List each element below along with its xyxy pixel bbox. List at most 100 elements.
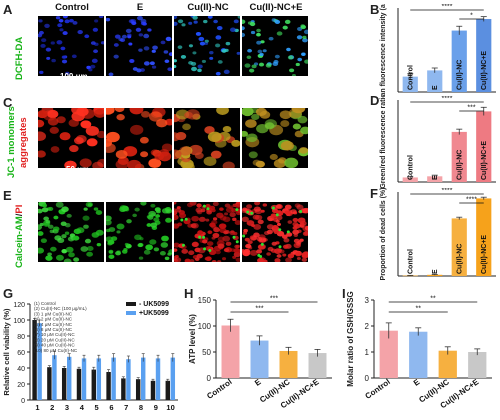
y-tick-label: 100	[198, 322, 212, 331]
bar-minus-9	[150, 380, 156, 400]
panel-letter-a: A	[3, 2, 13, 17]
x-tick-label: 4	[80, 403, 85, 412]
bar-minus-1	[32, 320, 37, 400]
bar-plus-8	[141, 357, 146, 400]
condition-list-item: (2) Cu(II)-NC (100 μg/mL)	[34, 306, 87, 311]
bar-3	[451, 218, 467, 276]
condition-list-item: (9) 40 μM Cu(II)-NC	[34, 343, 75, 348]
significance-label: *	[470, 13, 473, 20]
bar-4	[468, 352, 487, 378]
micrograph-dcfh-2	[106, 16, 172, 76]
bar-plus-9	[155, 358, 161, 400]
micrograph-jc1-2	[106, 108, 172, 168]
y-axis-label: Molar ratio of GSH/GSSG	[346, 291, 355, 387]
x-tick-label: Cu(II)-NC+E	[481, 235, 488, 274]
micrograph-jc1-1	[38, 108, 104, 168]
scale-bar-a	[78, 83, 102, 85]
bar-plus-6	[111, 357, 116, 400]
y-axis-label: ATP level (%)	[188, 314, 197, 364]
x-tick-label: Control	[407, 155, 414, 180]
bar-plus-3	[67, 356, 72, 400]
bar-3	[279, 350, 298, 378]
bar-1	[221, 325, 240, 378]
bar-minus-10	[165, 380, 170, 400]
x-tick-label: E	[253, 377, 263, 388]
bar-1	[402, 177, 418, 182]
panel-letter-b: B	[370, 2, 380, 17]
y-tick-label: 50	[202, 348, 211, 357]
x-tick-label: E	[432, 85, 439, 90]
x-tick-label: 1	[35, 403, 39, 412]
significance-label: ****	[466, 197, 477, 204]
y-tick-label: 0	[365, 374, 370, 383]
x-tick-label: 5	[95, 403, 99, 412]
x-tick-label: Control	[407, 65, 414, 90]
condition-list-item: (4) 2 μM Cu(II)-NC	[34, 317, 73, 322]
bar-minus-2	[47, 367, 52, 400]
bar-4	[476, 111, 492, 182]
significance-label: ****	[442, 4, 453, 11]
significance-label: **	[416, 306, 422, 313]
y-axis-label: Green/red fluorescence ratio	[380, 96, 387, 188]
chart-d: Green/red fluorescence ratio Control E Cu(I…	[380, 96, 496, 188]
column-header-e: E	[136, 2, 144, 13]
significance-label: ****	[442, 96, 453, 103]
panel-letter-c: C	[3, 95, 13, 110]
column-header-control: Control	[55, 2, 89, 13]
bar-plus-7	[126, 359, 131, 400]
scale-bar-label-c: 50 μm	[66, 165, 90, 174]
micrograph-dcfh-1	[38, 16, 104, 76]
bar-minus-3	[61, 368, 67, 400]
micrograph-calcein-4	[242, 202, 308, 262]
significance-label: **	[430, 296, 436, 303]
row-label-jc1-monomers: JC-1 monomers	[6, 106, 17, 178]
y-axis-label: Mean fluorescence intensity (a.u.)	[380, 4, 387, 96]
micrograph-dcfh-3	[174, 16, 240, 76]
x-tick-label: E	[412, 377, 422, 388]
y-tick-label: 60	[17, 350, 25, 357]
x-tick-label: Cu(II)-NC	[456, 244, 463, 274]
significance-label: ***	[467, 105, 475, 112]
y-tick-label: 120	[13, 302, 25, 309]
x-tick-label: 10	[166, 403, 174, 412]
panel-letter-i: I	[342, 286, 346, 301]
panel-letter-f: F	[370, 186, 378, 201]
micrograph-calcein-2	[106, 202, 172, 262]
row-label-separator: /	[14, 213, 25, 217]
y-tick-label: 2	[365, 322, 370, 331]
x-tick-label: 3	[65, 403, 69, 412]
panel-letter-d: D	[370, 93, 380, 108]
bar-1	[402, 76, 418, 92]
x-tick-label: Cu(II)-NC	[456, 60, 463, 90]
bar-plus-2	[52, 355, 57, 400]
scale-bar-e	[78, 273, 102, 275]
panel-letter-g: G	[3, 286, 14, 301]
panel-letter-h: H	[184, 286, 194, 301]
bar-2	[427, 274, 443, 276]
bar-1	[402, 275, 418, 277]
micrograph-jc1-4	[242, 108, 308, 168]
x-tick-label: Cu(II)-NC+E	[481, 51, 488, 90]
y-tick-label: 3	[365, 296, 370, 305]
y-tick-label: 40	[17, 366, 25, 373]
bar-1	[379, 330, 398, 378]
legend-swatch	[126, 311, 136, 315]
bar-minus-4	[76, 368, 82, 400]
condition-list-item: (8) 20 μM Cu(II)-NC	[34, 337, 75, 342]
x-tick-label: Cu(II)-NC	[456, 150, 463, 180]
bar-3	[451, 30, 467, 93]
significance-label: ****	[442, 188, 453, 195]
condition-list-item: (1) Control	[34, 301, 56, 306]
bar-minus-7	[121, 378, 126, 400]
chart-f: Proportion of dead cells (%) Control E Cu(I…	[380, 188, 496, 280]
x-tick-label: 6	[109, 403, 113, 412]
condition-list-item: (6) 8 μM Cu(II)-NC	[34, 327, 73, 332]
significance-label: ***	[255, 306, 263, 313]
y-tick-label: 0	[21, 398, 25, 405]
condition-list-item: (10) 80 μM Cu(II)-NC	[34, 348, 78, 353]
x-tick-label: Cu(II)-NC+E	[481, 141, 488, 180]
y-axis-label: Relative cell viability (%)	[2, 308, 11, 396]
panel-letter-e: E	[3, 188, 12, 203]
